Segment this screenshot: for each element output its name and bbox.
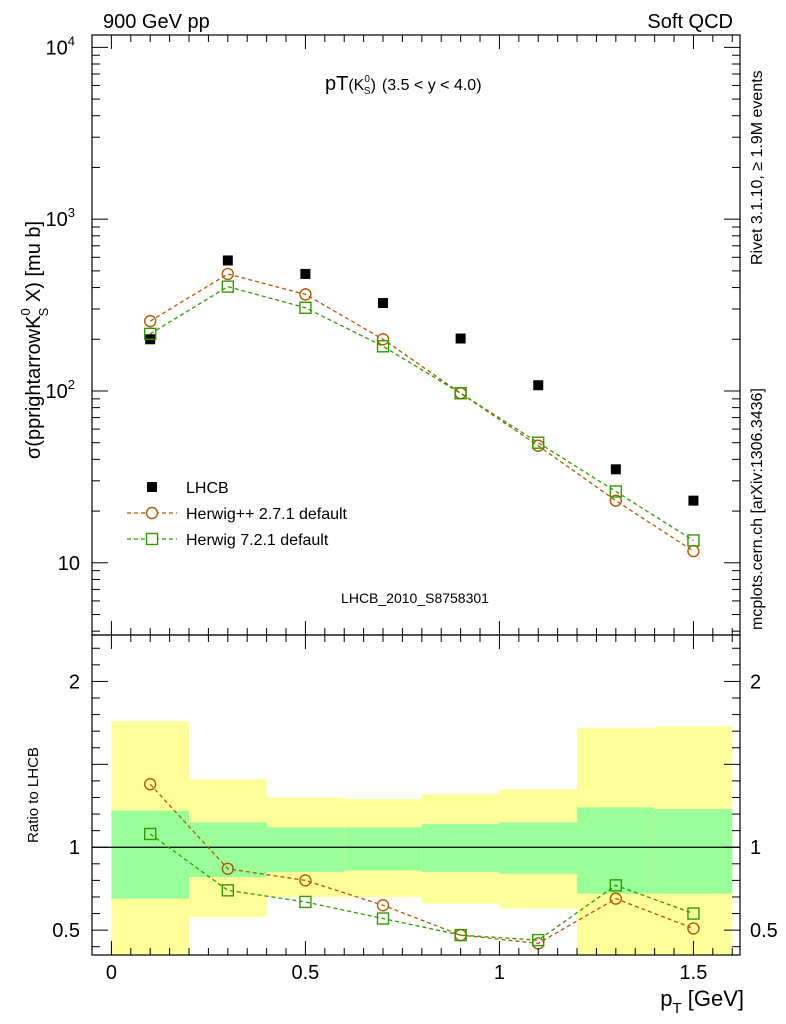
ratio-point-2-5 (532, 933, 545, 947)
y-tick-label-3: 104 (46, 33, 75, 59)
x-tick-label-0: 0 (106, 962, 117, 984)
ratio-point-2-6 (609, 879, 623, 892)
herwigpp-point-1 (221, 267, 235, 281)
ratio-tick-label-left-1: 1 (69, 837, 80, 859)
legend-marker-2 (145, 532, 159, 546)
ratio-band-inner-7 (654, 809, 733, 894)
legend: LHCB Herwig++ 2.7.1 default Herwig 7.2.1 d… (127, 480, 348, 549)
herwig7-point-4 (454, 387, 467, 400)
ratio-band-inner-5 (499, 822, 578, 874)
ratio-point-2-0 (144, 827, 157, 841)
ratio-point-2-1 (221, 884, 235, 897)
plot-title: pT(K0 S) (3.5 < y < 4.0) (325, 73, 482, 97)
x-tick-label-3: 1.5 (680, 962, 708, 984)
ratio-point-2-7 (687, 907, 700, 920)
legend-label-1: Herwig++ 2.7.1 default (186, 506, 348, 523)
ratio-tick-label-right-1: 1 (750, 837, 761, 859)
main-panel: 10 102 103 104 (46, 33, 741, 636)
data-point-2 (300, 268, 311, 279)
ratio-point-1-1 (221, 862, 235, 875)
ratio-point-1-7 (687, 922, 700, 935)
x-axis-label: pT [GeV] (660, 986, 744, 1017)
ratio-panel: 0 0.5 1 1.5 0.5 0.5 1 1 2 2 (52, 634, 778, 984)
title-main: pT (325, 73, 348, 95)
herwig7-point-0 (144, 327, 157, 341)
series-line-1 (149, 273, 694, 552)
ratio-point-1-6 (609, 892, 623, 905)
series-line-2 (149, 285, 694, 541)
x-label-sub: T (672, 1000, 681, 1017)
header-right: Soft QCD (647, 11, 733, 33)
herwigpp-point-4 (454, 387, 467, 400)
title-particle-sub: S (364, 86, 371, 97)
ratio-point-1-2 (299, 874, 312, 887)
title-range: (3.5 < y < 4.0) (382, 77, 482, 94)
rivet-label: Rivet 3.1.10, ≥ 1.9M events (749, 70, 766, 265)
ratio-band-inner-3 (344, 827, 422, 871)
x-label-unit: [GeV] (682, 986, 744, 1011)
herwig7-point-2 (299, 301, 312, 314)
legend-marker-0 (147, 482, 157, 492)
herwig7-point-3 (376, 340, 390, 353)
mcplots-label: mcplots.cern.ch [arXiv:1306.3436] (749, 388, 766, 630)
x-tick-label-2: 1 (494, 962, 505, 984)
data-point-4 (455, 333, 466, 344)
ratio-band-inner-6 (577, 807, 655, 894)
ratio-y-axis-label: Ratio to LHCB (25, 747, 42, 843)
title-particle-end: ) (371, 77, 376, 94)
ratio-tick-label-right-0: 0.5 (750, 920, 778, 942)
data-point-1 (222, 255, 233, 266)
y-tick-label-1: 102 (46, 377, 75, 403)
y-tick-label-2: 103 (46, 205, 75, 231)
ratio-point-2-2 (299, 895, 312, 909)
data-point-3 (378, 298, 389, 309)
ratio-point-2-3 (376, 912, 390, 925)
title-particle-sup: 0 (364, 74, 370, 85)
legend-label-0: LHCB (186, 480, 229, 497)
herwigpp-point-3 (376, 333, 390, 346)
ratio-point-1-0 (144, 778, 157, 791)
y-axis-label: σ(pprightarrowK0 S X) [mu b] (18, 221, 51, 459)
herwig7-point-7 (687, 534, 700, 547)
ratio-line-2 (149, 833, 694, 941)
ratio-line-1 (149, 783, 694, 945)
herwigpp-point-6 (609, 494, 623, 507)
ratio-band-inner-0 (111, 810, 190, 899)
header-left: 900 GeV pp (103, 11, 210, 33)
y-tick-label-0: 10 (58, 553, 80, 575)
x-label-main: p (660, 986, 672, 1011)
y-label-sub: S (36, 307, 51, 316)
ratio-tick-label-right-2: 2 (750, 671, 761, 693)
ratio-tick-label-left-0: 0.5 (52, 920, 80, 942)
ratio-band-inner-4 (421, 824, 500, 873)
y-label-main: σ(pprightarrowK (23, 315, 45, 459)
data-point-6 (610, 464, 621, 475)
ratio-band-inner-2 (266, 827, 345, 873)
main-frame (91, 34, 741, 636)
data-point-7 (688, 495, 699, 506)
herwigpp-point-7 (687, 544, 700, 558)
analysis-watermark: LHCB_2010_S8758301 (341, 590, 489, 606)
data-point-5 (533, 380, 544, 391)
herwigpp-point-0 (144, 314, 157, 328)
title-particle: (K (348, 77, 364, 94)
herwigpp-point-2 (299, 288, 312, 301)
legend-label-2: Herwig 7.2.1 default (186, 532, 329, 549)
herwig7-point-6 (609, 485, 623, 498)
y-label-end: X) [mu b] (23, 221, 45, 308)
herwig7-point-5 (532, 436, 545, 449)
x-tick-label-1: 0.5 (292, 962, 320, 984)
ratio-point-2-4 (454, 928, 467, 942)
herwig7-point-1 (221, 280, 235, 293)
ratio-tick-label-left-2: 2 (69, 671, 80, 693)
y-label-sup: 0 (18, 308, 33, 315)
legend-marker-1 (145, 506, 159, 520)
ratio-point-1-3 (376, 899, 390, 912)
